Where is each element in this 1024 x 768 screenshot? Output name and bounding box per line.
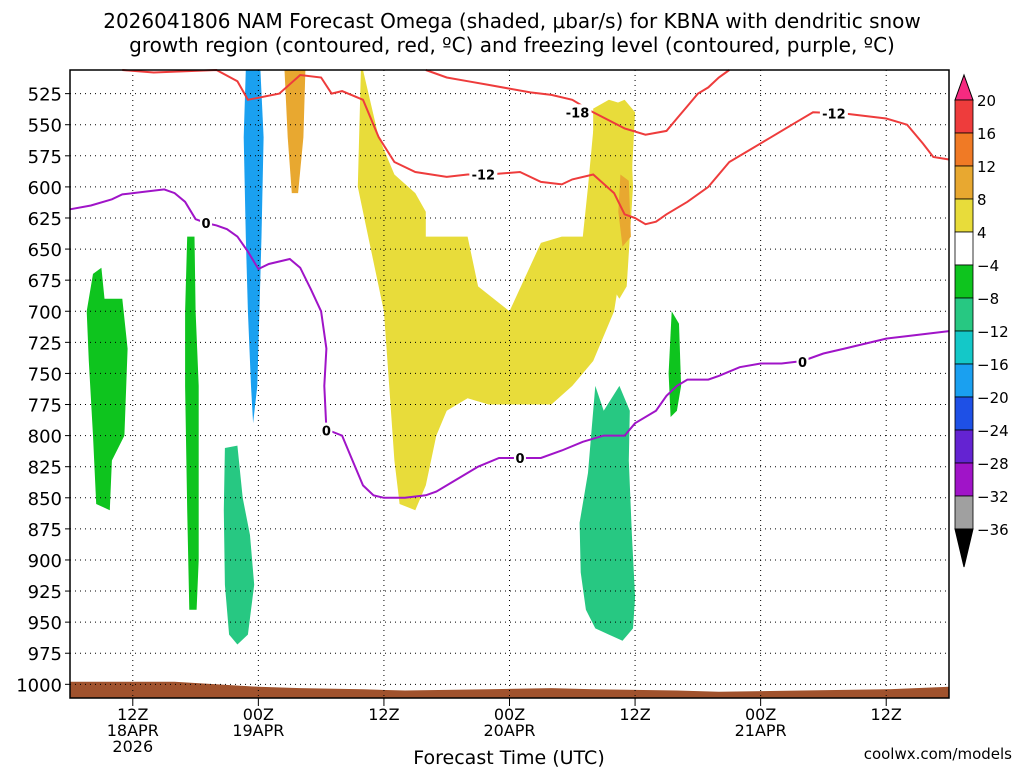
y-tick-label: 550 xyxy=(28,116,62,137)
colorbar-segment xyxy=(954,264,974,299)
freezing-level-label-bg xyxy=(796,354,809,371)
colorbar-tick-label: −20 xyxy=(977,389,1009,407)
omega-shade-9 xyxy=(579,385,636,641)
x-tick-date-label: 18APR xyxy=(107,721,159,740)
omega-shade-3 xyxy=(618,174,631,247)
colorbar-segment xyxy=(954,462,974,497)
freezing-level-label: 0 xyxy=(515,452,524,467)
y-tick-label: 600 xyxy=(28,178,62,199)
y-tick-label: 775 xyxy=(28,396,62,417)
colorbar-tick-label: −28 xyxy=(977,455,1009,473)
colorbar-tick-label: −12 xyxy=(977,323,1009,341)
colorbar-segment xyxy=(954,330,974,365)
omega-shade-2 xyxy=(593,99,633,299)
omega-shade-1 xyxy=(357,70,636,511)
colorbar-tick-label: −24 xyxy=(977,422,1009,440)
y-tick-label: 725 xyxy=(28,333,62,354)
colorbar-segment xyxy=(954,132,974,167)
dendritic-contour-label-bg xyxy=(469,166,498,183)
colorbar-tick-label: −16 xyxy=(977,356,1009,374)
colorbar-segment xyxy=(954,231,974,266)
x-axis-title: Forecast Time (UTC) xyxy=(413,747,604,768)
x-tick-label: 12Z xyxy=(117,705,148,724)
x-tick-date-label: 20APR xyxy=(483,721,535,740)
colorbar-segment xyxy=(954,99,974,134)
x-tick-date-label: 21APR xyxy=(735,721,787,740)
colorbar-segment xyxy=(954,363,974,398)
colorbar-tick-label: 12 xyxy=(977,158,996,176)
dendritic-contour-label: -18 xyxy=(566,106,590,121)
dendritic-contour-label-bg xyxy=(819,105,848,122)
colorbar-tick-label: 16 xyxy=(977,125,996,143)
freezing-level-label-bg xyxy=(513,449,526,466)
x-tick-label: 00Z xyxy=(494,705,525,724)
colorbar-tick-label: −8 xyxy=(977,290,999,308)
omega-shade-8 xyxy=(223,445,255,645)
colorbar-tick-label: 4 xyxy=(977,224,987,242)
colorbar-tick-label: 20 xyxy=(977,92,996,110)
y-tick-label: 625 xyxy=(28,209,62,230)
terrain-strip xyxy=(70,681,949,698)
dendritic-contour-label: -12 xyxy=(822,108,846,123)
y-tick-label: 800 xyxy=(28,427,62,448)
y-tick-label: 700 xyxy=(28,302,62,323)
colorbar-bottom-arrow xyxy=(954,528,974,568)
colorbar-tick-label: −36 xyxy=(977,521,1009,539)
dendritic-contour-label: -12 xyxy=(472,168,496,183)
x-tick-label: 12Z xyxy=(871,705,902,724)
y-tick-label: 975 xyxy=(28,644,62,665)
y-tick-label: 875 xyxy=(28,520,62,541)
y-tick-label: 675 xyxy=(28,271,62,292)
colorbar-tick-label: −32 xyxy=(977,488,1009,506)
freezing-level-label: 0 xyxy=(798,356,807,371)
x-tick-year-label: 2026 xyxy=(112,737,153,756)
freezing-level-label: 0 xyxy=(202,217,211,232)
colorbar-segment xyxy=(954,495,974,530)
colorbar-top-arrow xyxy=(954,73,974,101)
dendritic-contour-line-1 xyxy=(122,68,950,226)
x-tick-label: 00Z xyxy=(745,705,776,724)
colorbar-segment xyxy=(954,429,974,464)
y-tick-label: 825 xyxy=(28,458,62,479)
source-credit: coolwx.com/models xyxy=(864,745,1012,763)
y-tick-label: 950 xyxy=(28,613,62,634)
omega-shade-4 xyxy=(284,70,306,194)
freezing-level-label: 0 xyxy=(322,425,331,440)
freezing-level-label-bg xyxy=(320,422,333,439)
omega-shade-7 xyxy=(243,70,264,424)
y-tick-label: 650 xyxy=(28,240,62,261)
y-tick-label: 575 xyxy=(28,147,62,168)
freezing-level-label-bg xyxy=(200,214,213,231)
y-tick-label: 900 xyxy=(28,551,62,572)
x-tick-date-label: 19APR xyxy=(232,721,284,740)
x-tick-label: 00Z xyxy=(243,705,274,724)
y-tick-label: 1000 xyxy=(16,675,62,696)
omega-shade-6 xyxy=(185,236,199,610)
colorbar-tick-label: −4 xyxy=(977,257,999,275)
y-tick-label: 850 xyxy=(28,489,62,510)
colorbar-segment xyxy=(954,396,974,431)
y-tick-label: 750 xyxy=(28,364,62,385)
colorbar-segment xyxy=(954,165,974,200)
colorbar-segment xyxy=(954,198,974,233)
y-tick-label: 925 xyxy=(28,582,62,603)
omega-shade-5 xyxy=(86,267,128,511)
x-tick-label: 12Z xyxy=(368,705,399,724)
y-tick-label: 525 xyxy=(28,85,62,106)
colorbar-segment xyxy=(954,297,974,332)
dendritic-contour-label-bg xyxy=(563,104,592,121)
chart-title-line-2: growth region (contoured, red, ºC) and f… xyxy=(129,33,895,57)
x-tick-label: 12Z xyxy=(619,705,650,724)
colorbar-tick-label: 8 xyxy=(977,191,987,209)
dendritic-contour-line-2 xyxy=(425,69,730,136)
chart-title-line-1: 2026041806 NAM Forecast Omega (shaded, μ… xyxy=(103,9,921,33)
